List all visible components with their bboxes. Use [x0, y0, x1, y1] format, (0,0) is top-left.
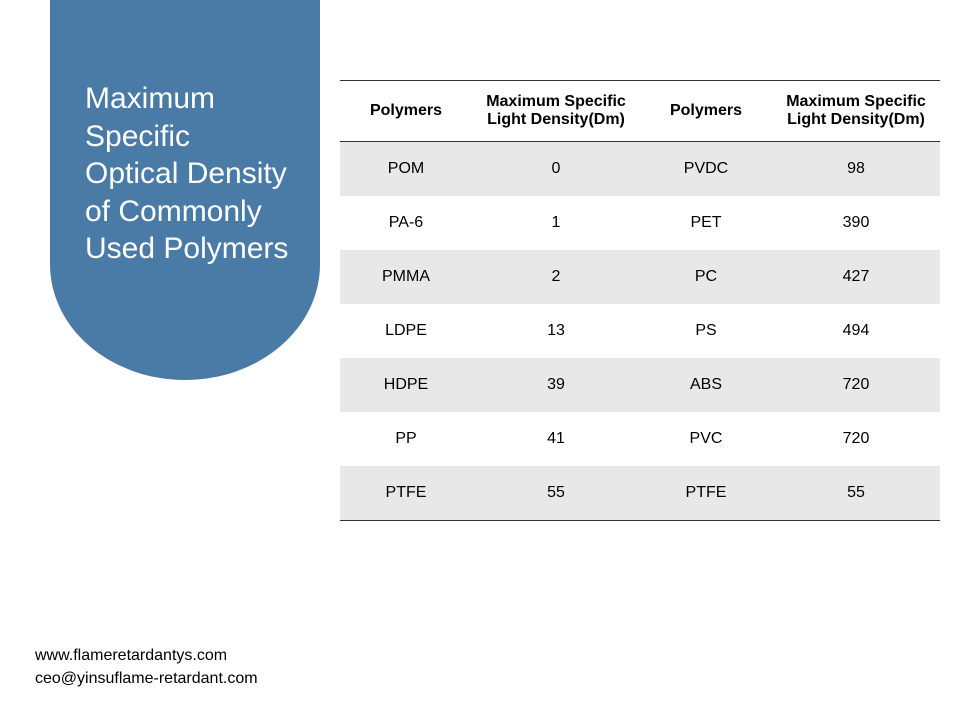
table-row: HDPE39ABS720: [340, 358, 940, 412]
cell-density: 427: [772, 250, 940, 304]
cell-polymer: PVDC: [640, 142, 772, 197]
polymer-table: Polymers Maximum Specific Light Density(…: [340, 80, 940, 521]
header-density-2: Maximum Specific Light Density(Dm): [772, 81, 940, 142]
cell-density: 55: [472, 466, 640, 521]
cell-density: 1: [472, 196, 640, 250]
header-polymers-2: Polymers: [640, 81, 772, 142]
footer-url: www.flameretardantys.com: [35, 645, 258, 667]
page-title: Maximum Specific Optical Density of Comm…: [85, 80, 290, 268]
cell-density: 494: [772, 304, 940, 358]
cell-polymer: PC: [640, 250, 772, 304]
cell-polymer: HDPE: [340, 358, 472, 412]
table-row: POM0PVDC98: [340, 142, 940, 197]
table-row: PP41PVC720: [340, 412, 940, 466]
cell-polymer: LDPE: [340, 304, 472, 358]
cell-polymer: PVC: [640, 412, 772, 466]
cell-density: 0: [472, 142, 640, 197]
cell-polymer: PTFE: [340, 466, 472, 521]
footer-email: ceo@yinsuflame-retardant.com: [35, 668, 258, 690]
footer-contact: www.flameretardantys.com ceo@yinsuflame-…: [35, 645, 258, 690]
cell-density: 720: [772, 358, 940, 412]
cell-polymer: PP: [340, 412, 472, 466]
table-body: POM0PVDC98PA-61PET390PMMA2PC427LDPE13PS4…: [340, 142, 940, 521]
cell-polymer: PTFE: [640, 466, 772, 521]
cell-density: 41: [472, 412, 640, 466]
header-density-1: Maximum Specific Light Density(Dm): [472, 81, 640, 142]
cell-density: 13: [472, 304, 640, 358]
table-header-row: Polymers Maximum Specific Light Density(…: [340, 81, 940, 142]
title-shape: Maximum Specific Optical Density of Comm…: [50, 0, 320, 380]
cell-polymer: PS: [640, 304, 772, 358]
cell-density: 55: [772, 466, 940, 521]
table-row: PMMA2PC427: [340, 250, 940, 304]
cell-polymer: ABS: [640, 358, 772, 412]
cell-polymer: PET: [640, 196, 772, 250]
cell-density: 98: [772, 142, 940, 197]
table-row: PA-61PET390: [340, 196, 940, 250]
cell-density: 39: [472, 358, 640, 412]
cell-density: 720: [772, 412, 940, 466]
header-polymers-1: Polymers: [340, 81, 472, 142]
cell-polymer: PA-6: [340, 196, 472, 250]
cell-density: 390: [772, 196, 940, 250]
cell-polymer: PMMA: [340, 250, 472, 304]
cell-polymer: POM: [340, 142, 472, 197]
table-row: PTFE55PTFE55: [340, 466, 940, 521]
polymer-table-container: Polymers Maximum Specific Light Density(…: [340, 80, 940, 521]
cell-density: 2: [472, 250, 640, 304]
table-row: LDPE13PS494: [340, 304, 940, 358]
